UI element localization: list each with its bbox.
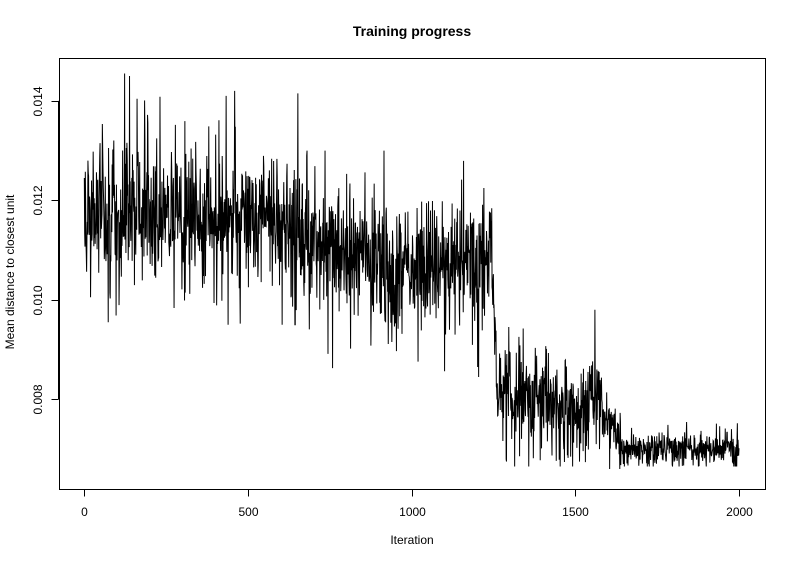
y-tick-label: 0.008	[31, 384, 45, 414]
chart-title: Training progress	[353, 23, 471, 39]
y-tick-label: 0.012	[31, 185, 45, 215]
y-axis: 0.008 0.010 0.012 0.014	[31, 86, 59, 415]
y-axis-label: Mean distance to closest unit	[3, 194, 17, 349]
x-tick-label: 0	[81, 505, 88, 519]
x-axis-label: Iteration	[390, 533, 433, 547]
y-tick-label: 0.014	[31, 86, 45, 116]
y-tick-label: 0.010	[31, 285, 45, 315]
x-tick-label: 1500	[562, 505, 589, 519]
x-axis: 0 500 1000 1500 2000	[81, 489, 753, 519]
x-tick-label: 2000	[726, 505, 753, 519]
x-tick-label: 500	[238, 505, 258, 519]
x-tick-label: 1000	[399, 505, 426, 519]
series-line	[83, 73, 740, 470]
